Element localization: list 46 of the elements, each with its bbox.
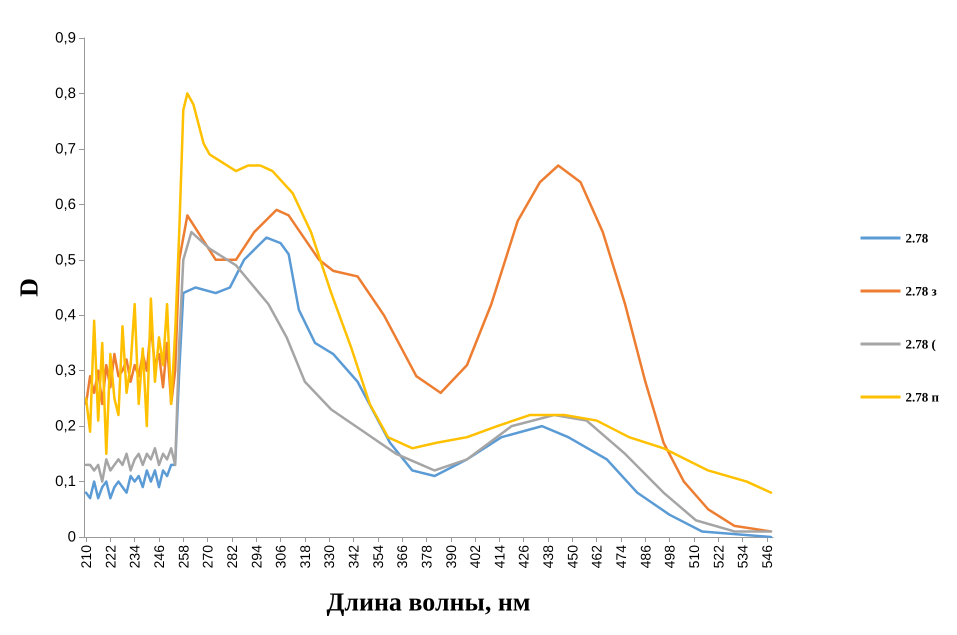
y-tick-label: 0,3 [55,362,76,380]
x-tick-label: 522 [710,544,726,568]
x-tick-label: 462 [588,544,605,568]
x-tick-label: 378 [418,544,434,568]
y-tick-label: 0,2 [55,418,76,435]
y-axis-title: D [14,278,44,297]
x-tick-label: 282 [224,544,240,568]
x-tick-label: 294 [248,544,264,568]
x-tick-label: 498 [662,544,678,568]
y-tick-label: 0,1 [55,473,76,490]
legend-label: 2.78 з [906,284,937,298]
y-tick-label: 0,6 [55,196,76,213]
x-tick-label: 426 [516,544,532,568]
x-tick-label: 246 [150,544,167,568]
x-tick-label: 486 [637,544,654,568]
legend-label: 2.78 [906,230,929,246]
y-tick-label: 0 [68,528,76,546]
x-tick-label: 330 [321,544,338,568]
y-tick-label: 0,7 [55,140,76,158]
x-tick-label: 534 [734,544,751,568]
legend-label: 2.78 ( [906,336,936,352]
x-tick-label: 414 [491,544,508,568]
x-tick-label: 510 [686,544,702,568]
x-tick-label: 402 [467,544,484,568]
y-tick-label: 0,8 [55,84,76,102]
x-tick-label: 234 [126,544,143,568]
x-tick-label: 390 [442,544,459,568]
x-tick-label: 270 [200,544,216,568]
line-series [84,92,772,494]
x-tick-label: 318 [296,544,313,568]
x-tick-label: 354 [370,544,386,568]
x-tick-label: 366 [394,544,410,568]
y-tick-label: 0,5 [55,251,76,268]
y-tick-label: 0,4 [55,306,76,324]
x-tick-label: 210 [78,544,94,568]
x-tick-label: 306 [272,544,289,568]
x-tick-label: 342 [346,544,362,568]
x-tick-label: 474 [613,544,630,568]
y-tick-label: 0,9 [55,30,76,46]
x-tick-label: 258 [175,544,192,568]
legend-label: 2.78 п [906,390,940,404]
x-tick-label: 450 [564,544,580,568]
x-tick-label: 438 [540,544,556,568]
x-axis-title: Длина волны, нм [326,588,531,616]
x-tick-label: 546 [758,544,775,568]
x-tick-label: 222 [102,544,118,568]
